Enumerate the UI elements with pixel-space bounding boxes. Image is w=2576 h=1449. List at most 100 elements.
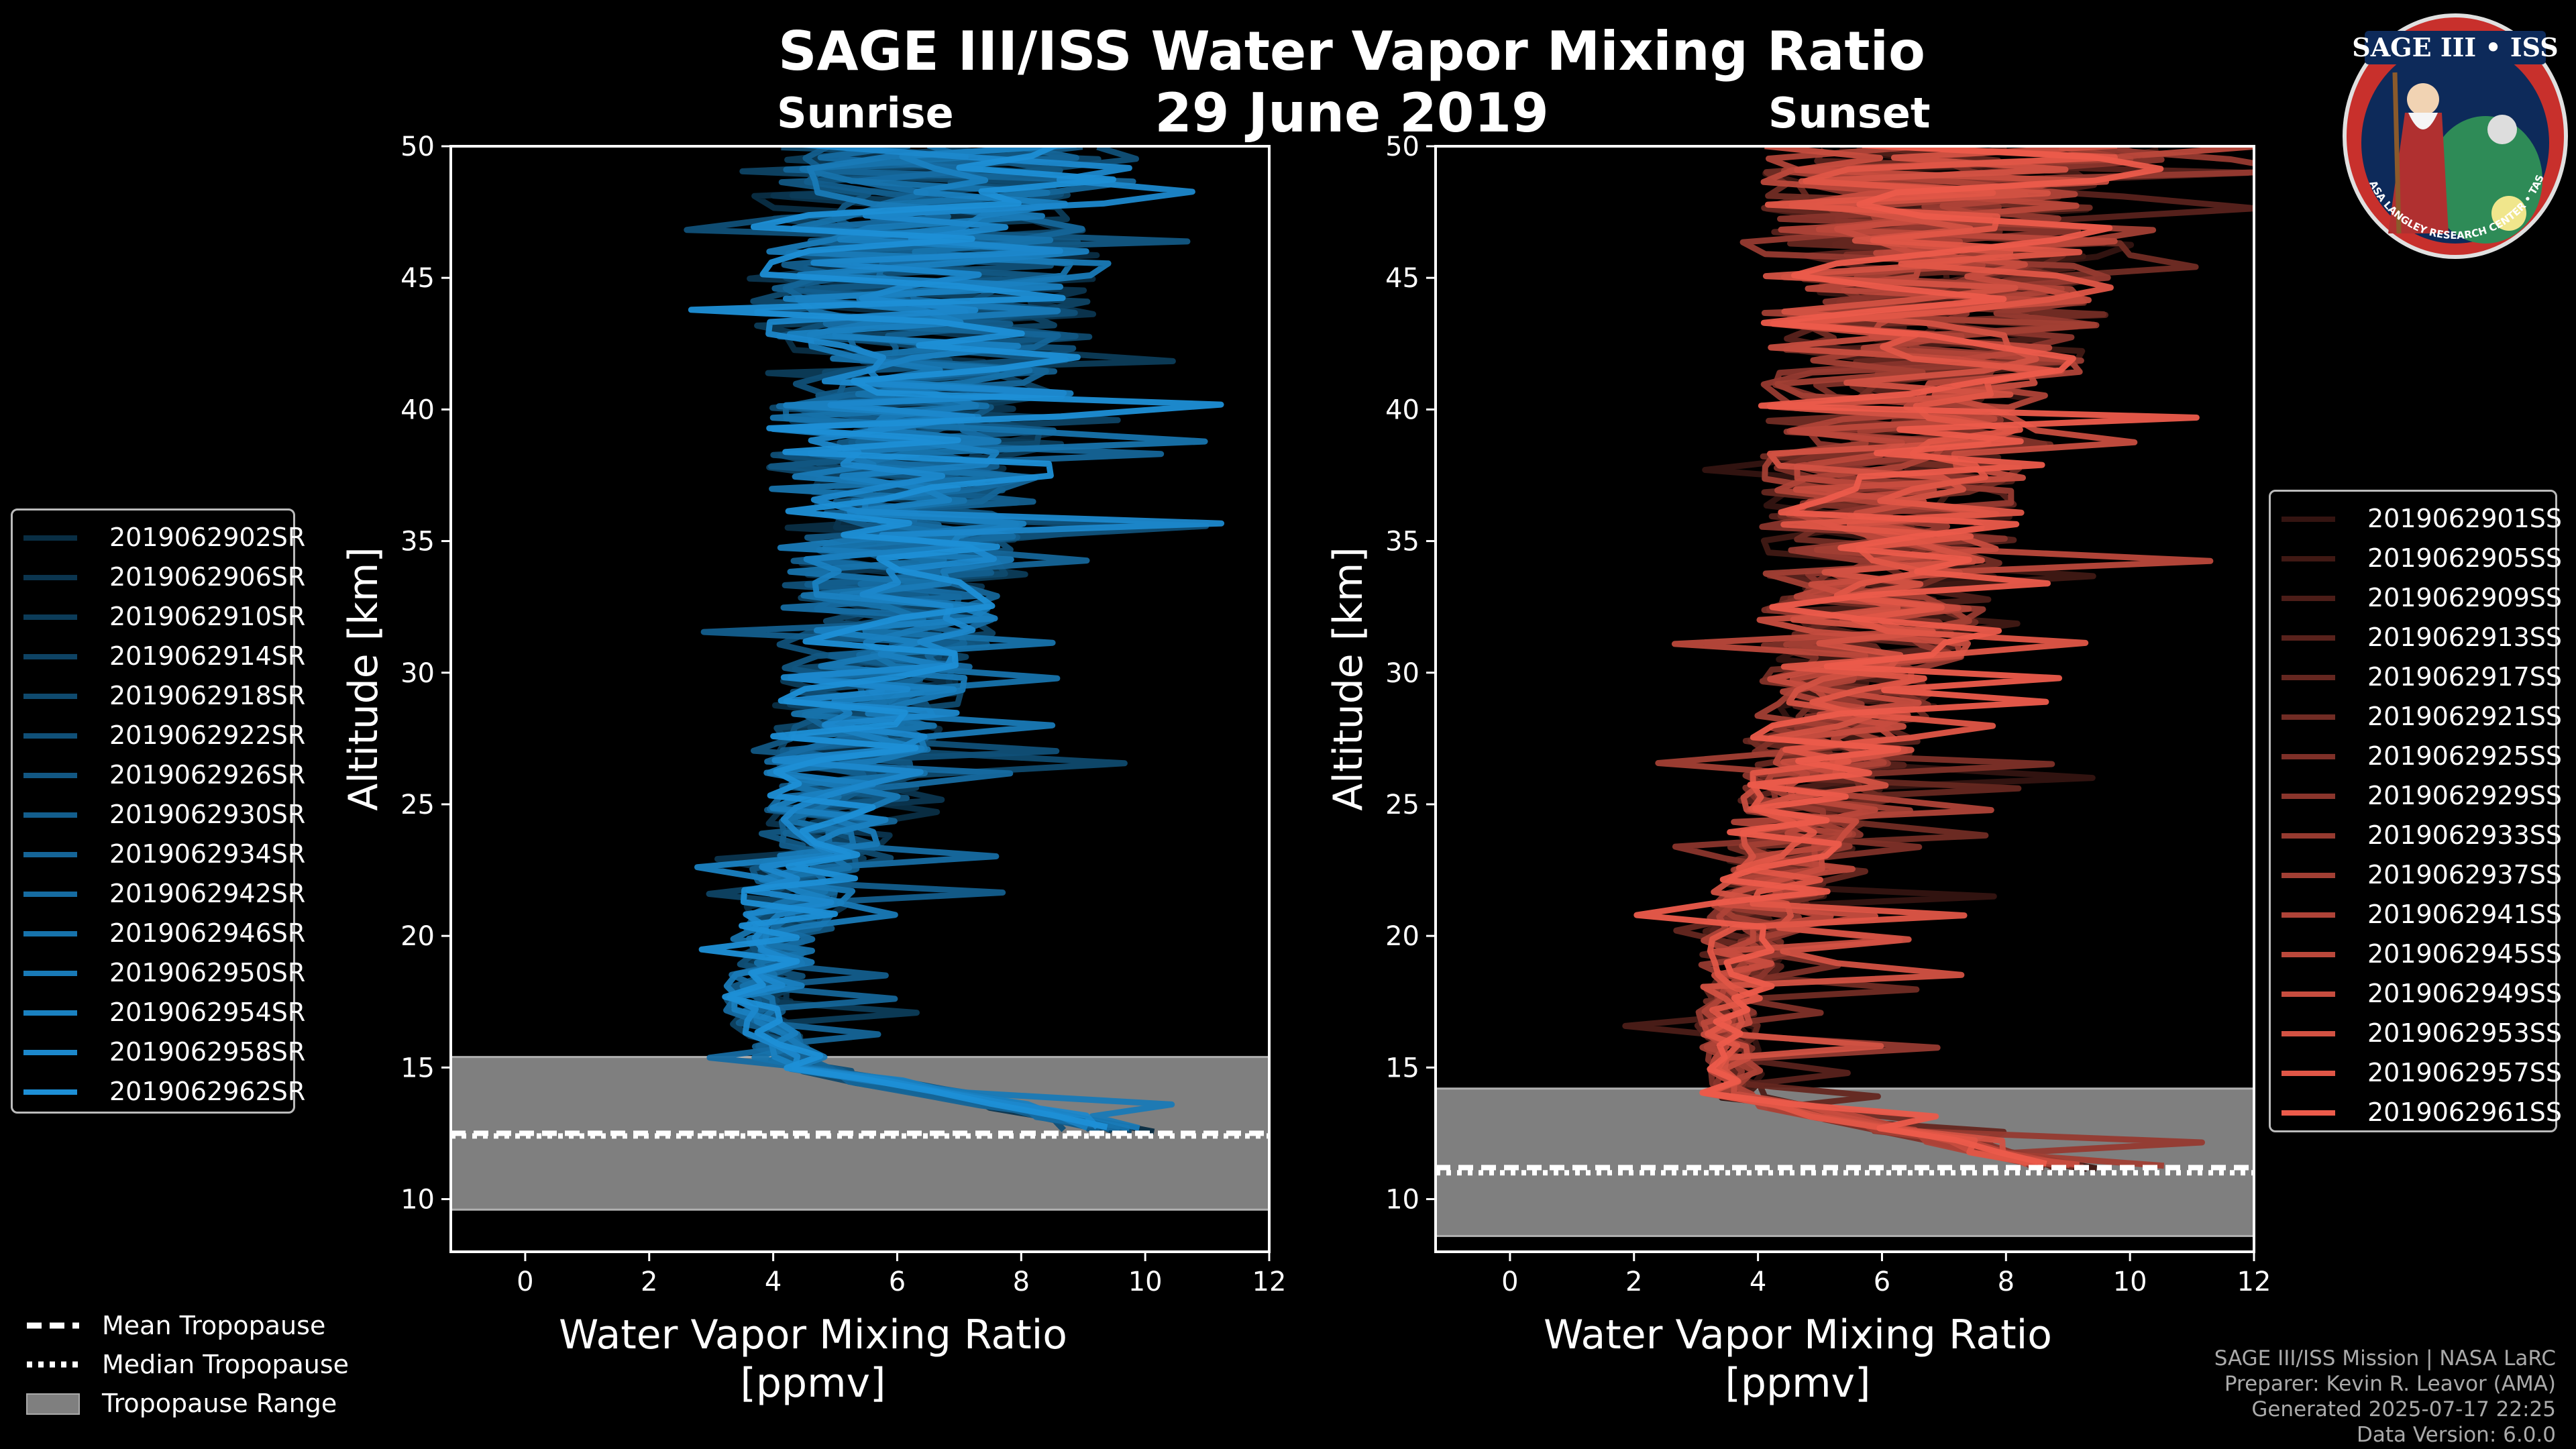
sunset-panel-title: Sunset	[1768, 89, 1931, 138]
sunrise-legend-swatch	[23, 654, 77, 659]
sunrise-panel-title: Sunrise	[777, 89, 954, 138]
sunset-legend-swatch	[2282, 1071, 2335, 1076]
sunset-legend-label: 2019062921SS	[2367, 702, 2563, 731]
sunset-legend-swatch	[2282, 714, 2335, 720]
sunrise-x-tick-label: 0	[517, 1267, 533, 1297]
logo-title-text: SAGE III • ISS	[2352, 32, 2558, 62]
credits-generated: Generated 2025-07-17 22:25	[2251, 1397, 2556, 1421]
sunrise-series-line	[730, 146, 1208, 1132]
sunrise-legend-swatch	[23, 1010, 77, 1016]
sunset-legend-swatch	[2282, 635, 2335, 641]
sunset-legend-swatch	[2282, 675, 2335, 680]
sunrise-y-tick-label: 40	[400, 394, 435, 425]
sunrise-legend-swatch	[23, 733, 77, 739]
sunrise-legend-swatch	[23, 852, 77, 857]
sunset-legend-swatch	[2282, 1110, 2335, 1116]
sunrise-x-axis-label: Water Vapor Mixing Ratio	[559, 1311, 1067, 1358]
sunset-legend-label: 2019062957SS	[2367, 1058, 2563, 1087]
sunrise-y-tick-label: 45	[400, 263, 435, 294]
sunrise-legend-label: 2019062902SR	[109, 523, 306, 552]
sunrise-legend-swatch	[23, 812, 77, 818]
sunset-legend: 2019062901SS 2019062905SS 2019062909SS 2019…	[2269, 490, 2562, 1132]
sunset-legend-label: 2019062949SS	[2367, 979, 2563, 1008]
sunset-legend-swatch	[2282, 517, 2335, 522]
sunset-y-tick-label: 15	[1385, 1053, 1419, 1083]
sunrise-legend-label: 2019062914SR	[109, 641, 306, 671]
sunrise-x-tick-label: 10	[1128, 1267, 1163, 1297]
sunset-y-tick-label: 10	[1385, 1185, 1419, 1216]
credits-preparer: Preparer: Kevin R. Leavor (AMA)	[2224, 1372, 2556, 1396]
sunrise-legend-swatch	[23, 1089, 77, 1095]
sunrise-legend-label: 2019062930SR	[109, 800, 306, 829]
sunrise-legend-label: 2019062910SR	[109, 602, 306, 631]
sunset-x-axis-label: Water Vapor Mixing Ratio	[1544, 1311, 2052, 1358]
sunset-legend-label: 2019062961SS	[2367, 1097, 2563, 1127]
sunrise-legend-label: 2019062946SR	[109, 918, 306, 948]
sunset-legend-label: 2019062925SS	[2367, 741, 2563, 771]
sunrise-x-tick-label: 12	[1252, 1267, 1287, 1297]
sunrise-legend-label: 2019062906SR	[109, 562, 306, 592]
sunset-axes-frame	[1434, 145, 2255, 1253]
sunset-series-line	[1633, 146, 2200, 1167]
mean-tropopause-label: Mean Tropopause	[102, 1311, 326, 1340]
sunrise-y-axis-label: Altitude [km]	[340, 547, 387, 811]
sunrise-legend-swatch	[23, 971, 77, 976]
sunset-plot: 0 2 4 6 8 10 12 10 15 20 25 30 35 40 45 50 Water Vapor M…	[1325, 131, 2271, 1407]
chart-date: 29 June 2019	[1155, 82, 1549, 144]
sunset-legend-swatch	[2282, 952, 2335, 957]
sunset-legend-label: 2019062953SS	[2367, 1018, 2563, 1048]
sunset-profiles	[1622, 146, 2254, 1172]
sunrise-legend-swatch	[23, 931, 77, 936]
median-tropopause-label: Median Tropopause	[102, 1350, 349, 1379]
sunset-legend-label: 2019062905SS	[2367, 543, 2563, 573]
sunset-legend-label: 2019062917SS	[2367, 662, 2563, 692]
sunrise-x-tick-label: 2	[641, 1267, 657, 1297]
sunrise-legend-label: 2019062958SR	[109, 1037, 306, 1067]
sunset-x-tick-label: 0	[1501, 1267, 1518, 1297]
sunrise-legend-label: 2019062950SR	[109, 958, 306, 987]
sunset-legend-swatch	[2282, 991, 2335, 997]
sunset-legend-swatch	[2282, 556, 2335, 561]
sunset-y-axis-label: Altitude [km]	[1325, 547, 1372, 811]
sunset-legend-label: 2019062941SS	[2367, 900, 2563, 929]
sunset-y-tick-label: 40	[1385, 394, 1419, 425]
sunrise-x-axis-label: [ppmv]	[741, 1360, 886, 1407]
sunrise-legend-label: 2019062918SR	[109, 681, 306, 710]
sunset-x-tick-label: 2	[1625, 1267, 1642, 1297]
tropopause-legend: Mean Tropopause Median Tropopause Tropop…	[23, 1305, 398, 1440]
sunrise-y-tick-label: 15	[400, 1053, 435, 1083]
sage-logo: SAGE III • ISS BALL • NASA LANGLEY RESEA…	[2341, 12, 2568, 259]
sunset-legend-swatch	[2282, 873, 2335, 878]
sunrise-y-tick-label: 25	[400, 790, 435, 820]
credits: SAGE III/ISS Mission | NASA LaRC Prepare…	[2214, 1346, 2556, 1448]
sunrise-legend-swatch	[23, 694, 77, 699]
sunset-y-tick-label: 45	[1385, 263, 1419, 294]
sunset-legend-label: 2019062913SS	[2367, 623, 2563, 652]
sunset-legend-label: 2019062901SS	[2367, 504, 2563, 533]
sunrise-legend-label: 2019062926SR	[109, 760, 306, 790]
sunset-y-tick-label: 20	[1385, 921, 1419, 952]
sunrise-legend-swatch	[23, 773, 77, 778]
sunrise-legend-swatch	[23, 535, 77, 541]
sunset-legend-swatch	[2282, 596, 2335, 601]
sunrise-legend-label: 2019062962SR	[109, 1077, 306, 1106]
credits-data-version: Data Version: 6.0.0	[2356, 1423, 2556, 1447]
sunrise-legend-label: 2019062934SR	[109, 839, 306, 869]
chart-title: SAGE III/ISS Water Vapor Mixing Ratio	[777, 20, 1926, 83]
sunrise-legend-swatch	[23, 1050, 77, 1055]
sunrise-legend-label: 2019062954SR	[109, 998, 306, 1027]
sunrise-legend-swatch	[23, 575, 77, 580]
sunset-legend-label: 2019062933SS	[2367, 820, 2563, 850]
sunset-y-tick-label: 30	[1385, 658, 1419, 689]
sunset-x-tick-label: 4	[1750, 1267, 1766, 1297]
sunset-y-tick-label: 35	[1385, 527, 1419, 557]
sunrise-legend-label: 2019062942SR	[109, 879, 306, 908]
sunrise-y-tick-label: 10	[400, 1185, 435, 1216]
sunset-legend-label: 2019062937SS	[2367, 860, 2563, 890]
sunrise-axes-frame	[449, 145, 1271, 1253]
sunset-legend-swatch	[2282, 833, 2335, 839]
sunset-legend-label: 2019062945SS	[2367, 939, 2563, 969]
sunset-legend-swatch	[2282, 912, 2335, 918]
sunrise-plot: 0 2 4 6 8 10 12 10 15 20 25 30 35 40 45 50 Water Vapor M…	[340, 131, 1286, 1407]
